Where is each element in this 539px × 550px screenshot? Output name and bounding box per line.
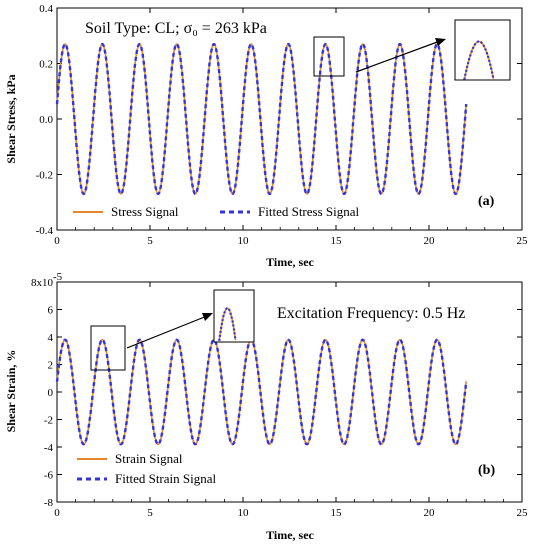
stress-x-tick-label: 15: [331, 235, 343, 247]
stress-legend: Stress Signal Fitted Stress Signal: [73, 204, 360, 219]
strain-legend-label-signal: Strain Signal: [115, 451, 183, 466]
strain-x-tick-label: 25: [517, 507, 529, 519]
stress-inset: [454, 19, 511, 81]
stress-chart: 0 5 10 15 20 25 -0.4 -0.2 0.0 0.2 0.4 Soil Type: C…: [4, 3, 528, 269]
stress-plot-frame: [56, 7, 523, 231]
stress-annotation: Soil Type: CL; σ₀ = 263 kPa: [85, 20, 267, 37]
stress-y-tick-label: -0.4: [36, 225, 54, 237]
strain-x-tick-label: 0: [54, 507, 60, 519]
strain-y-tick-label: -2: [44, 415, 53, 427]
stress-y-tick-label: 0.4: [39, 3, 53, 15]
strain-y-axis-title: Shear Strain, %: [4, 350, 18, 433]
strain-zoom-box: [90, 325, 126, 371]
stress-y-tick-label: 0.0: [39, 114, 53, 126]
strain-legend-label-fitted: Fitted Strain Signal: [115, 471, 217, 486]
stress-legend-label-signal: Stress Signal: [111, 204, 179, 219]
stress-x-tick-label: 20: [424, 235, 436, 247]
stress-y-axis-title: Shear Stress, kPa: [4, 74, 18, 163]
strain-inset: [213, 289, 255, 343]
strain-x-tick-label: 20: [424, 507, 436, 519]
strain-y-exponent: -5: [53, 271, 63, 283]
strain-annotation: Excitation Frequency: 0.5 Hz: [277, 305, 465, 322]
strain-zoom-arrow: [126, 313, 213, 349]
strain-x-axis-title: Time, sec: [266, 528, 314, 542]
stress-inset-frame: [454, 19, 511, 81]
stress-x-tick-label: 5: [147, 235, 153, 247]
strain-x-tick-label: 5: [147, 507, 153, 519]
strain-x-tick-label: 15: [331, 507, 343, 519]
strain-y-tick-label: -6: [44, 470, 54, 482]
stress-zoom-arrow: [355, 38, 446, 73]
stress-inset-fitted-line: [463, 40, 495, 80]
stress-panel-label: (a): [478, 194, 495, 209]
strain-panel-label: (b): [478, 463, 495, 478]
stress-x-axis-title: Time, sec: [266, 255, 314, 269]
strain-y-tick-label: 8x10: [31, 277, 54, 289]
stress-zoom-box: [313, 36, 345, 77]
strain-series-fitted-line: [55, 338, 468, 446]
stress-x-tick-label: 25: [517, 235, 529, 247]
strain-y-tick-label: -4: [44, 442, 54, 454]
strain-y-tick-label: -8: [44, 497, 54, 509]
stress-x-tick-label: 10: [238, 235, 250, 247]
stress-legend-label-fitted: Fitted Stress Signal: [258, 204, 360, 219]
stress-y-tick-label: -0.2: [36, 170, 53, 182]
strain-y-tick-label: 6: [48, 305, 54, 317]
stress-series-signal-line: [56, 43, 467, 195]
strain-chart: 0 5 10 15 20 25 -8 -6 -4 -2 0 2 4 6 8x10 -5 Excitation …: [4, 271, 528, 542]
strain-y-tick-label: 0: [48, 387, 54, 399]
strain-x-tick-label: 10: [238, 507, 250, 519]
strain-y-tick-label: 2: [48, 360, 54, 372]
strain-y-tick-label: 4: [48, 332, 54, 344]
strain-inset-fitted-line: [218, 307, 237, 341]
stress-x-tick-label: 0: [54, 235, 60, 247]
stress-y-tick-label: 0.2: [39, 59, 53, 71]
strain-legend: Strain Signal Fitted Strain Signal: [77, 451, 217, 486]
